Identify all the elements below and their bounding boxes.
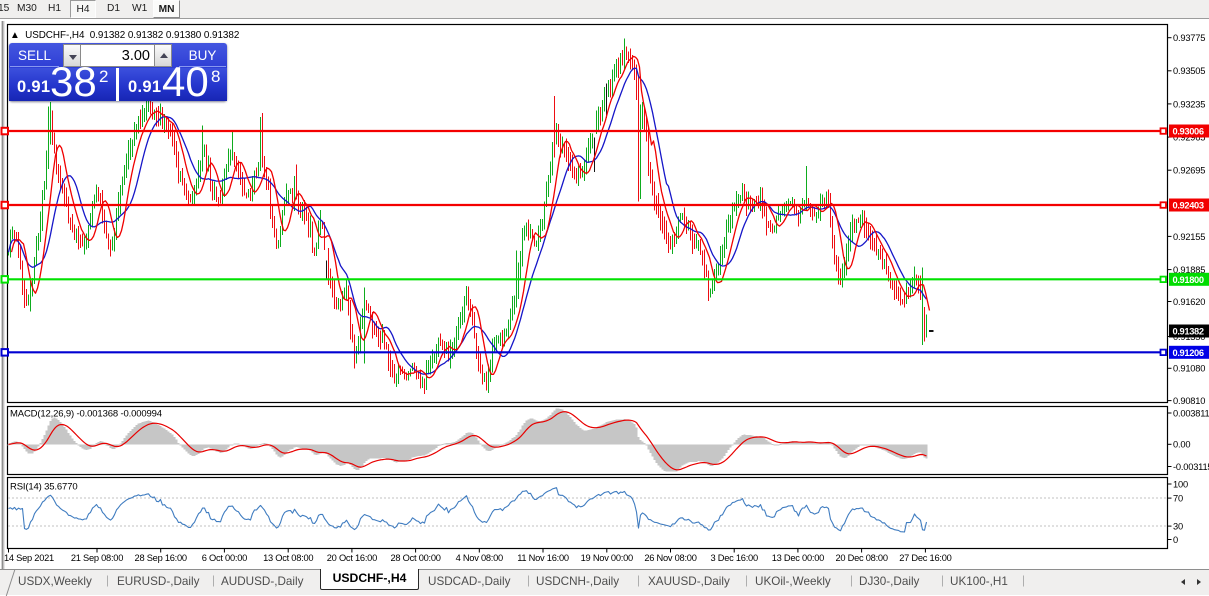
svg-text:28 Oct 00:00: 28 Oct 00:00 (390, 553, 440, 563)
svg-text:11 Nov 16:00: 11 Nov 16:00 (517, 553, 569, 563)
svg-text:0: 0 (1173, 535, 1178, 545)
svg-text:-0.003115: -0.003115 (1173, 462, 1209, 472)
svg-text:20 Dec 08:00: 20 Dec 08:00 (835, 553, 887, 563)
svg-text:0.92695: 0.92695 (1173, 166, 1205, 176)
svg-text:0.91885: 0.91885 (1173, 265, 1205, 275)
svg-text:13 Dec 00:00: 13 Dec 00:00 (772, 553, 824, 563)
svg-text:0.93505: 0.93505 (1173, 66, 1205, 76)
svg-text:14 Sep 2021: 14 Sep 2021 (4, 553, 54, 563)
svg-text:0.00: 0.00 (1173, 440, 1190, 450)
svg-text:30: 30 (1173, 522, 1183, 532)
svg-text:0.93235: 0.93235 (1173, 99, 1205, 109)
svg-text:6 Oct 00:00: 6 Oct 00:00 (202, 553, 247, 563)
svg-text:4 Nov 08:00: 4 Nov 08:00 (456, 553, 503, 563)
svg-text:70: 70 (1173, 494, 1183, 504)
svg-text:0.90810: 0.90810 (1173, 396, 1205, 406)
svg-text:26 Nov 08:00: 26 Nov 08:00 (644, 553, 696, 563)
svg-text:0.91382: 0.91382 (1173, 327, 1204, 337)
svg-text:3 Dec 16:00: 3 Dec 16:00 (711, 553, 758, 563)
svg-text:0.91620: 0.91620 (1173, 297, 1205, 307)
svg-text:28 Sep 16:00: 28 Sep 16:00 (135, 553, 187, 563)
svg-text:0.92403: 0.92403 (1173, 201, 1204, 211)
svg-text:0.92155: 0.92155 (1173, 232, 1205, 242)
svg-text:19 Nov 00:00: 19 Nov 00:00 (581, 553, 633, 563)
svg-text:20 Oct 16:00: 20 Oct 16:00 (327, 553, 377, 563)
svg-text:MACD(12,26,9) -0.001368 -0.000: MACD(12,26,9) -0.001368 -0.000994 (10, 409, 162, 420)
svg-text:0.93775: 0.93775 (1173, 33, 1205, 43)
svg-text:27 Dec 16:00: 27 Dec 16:00 (899, 553, 951, 563)
svg-text:0.91206: 0.91206 (1173, 348, 1204, 358)
svg-text:0.93006: 0.93006 (1173, 127, 1204, 137)
svg-text:0.91800: 0.91800 (1173, 275, 1204, 285)
svg-text:0.91080: 0.91080 (1173, 364, 1205, 374)
svg-text:21 Sep 08:00: 21 Sep 08:00 (71, 553, 123, 563)
svg-text:100: 100 (1173, 479, 1188, 489)
svg-text:13 Oct 08:00: 13 Oct 08:00 (263, 553, 313, 563)
svg-text:0.003811: 0.003811 (1173, 408, 1209, 418)
svg-text:RSI(14) 35.6770: RSI(14) 35.6770 (10, 482, 77, 493)
